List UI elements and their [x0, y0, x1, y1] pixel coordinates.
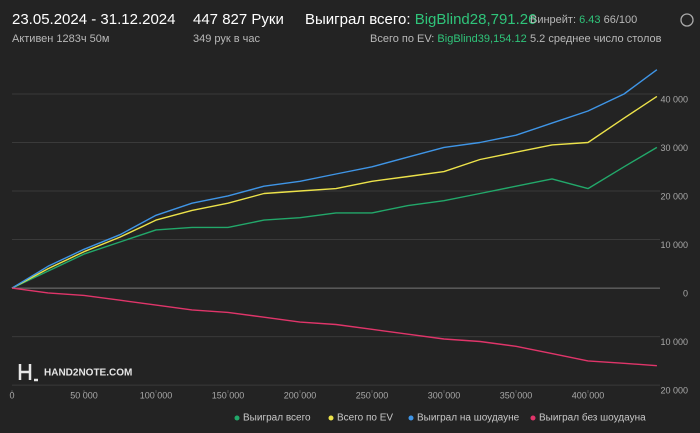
series-line	[11, 95, 658, 289]
hands: 447 827 Руки	[193, 11, 284, 28]
logo-text: HAND2NOTE.COM	[44, 368, 132, 379]
hands-per-hour: 349 рук в час	[193, 33, 261, 45]
legend-label: Выиграл без шоудауна	[539, 412, 646, 424]
series-line	[11, 287, 657, 367]
x-tick-label: 150 000	[212, 390, 245, 400]
winrate: Винрейт: 6.43 66/100	[530, 14, 637, 26]
x-tick-label: 300 000	[428, 390, 461, 400]
ev-value: BigBlind39,154.12	[437, 33, 526, 45]
y-tick-label: 10 000	[660, 337, 688, 347]
y-tick-label: 20 000	[660, 191, 688, 201]
x-tick-label: 200 000	[284, 390, 317, 400]
legend-dot	[234, 415, 240, 421]
y-tick-label: 0	[683, 288, 688, 298]
x-tick-label: 100 000	[140, 390, 173, 400]
x-tick-label: 0	[9, 390, 14, 400]
logo: HAND2NOTE.COM	[18, 364, 132, 382]
ev-label: Всего по EV:	[370, 33, 434, 45]
x-tick-label: 350 000	[500, 390, 533, 400]
tables: 5.2 среднее число столов	[530, 33, 662, 45]
y-tick-label: 10 000	[660, 240, 688, 250]
legend-label: Выиграл на шоудауне	[417, 413, 520, 424]
series-line	[11, 69, 658, 289]
winrate-label: Винрейт:	[530, 14, 576, 26]
series-line	[11, 146, 658, 289]
legend-dot	[328, 415, 334, 421]
won-total: Выиграл всего: BigBlind28,791.26	[305, 11, 536, 28]
legend-label: Всего по EV	[337, 413, 393, 424]
y-tick-label: 20 000	[660, 386, 688, 396]
legend-dot	[408, 415, 414, 421]
logo-icon	[18, 364, 38, 382]
x-tick-label: 250 000	[356, 390, 389, 400]
won-label: Выиграл всего:	[305, 11, 411, 28]
legend-item: Всего по EV	[328, 413, 393, 424]
legend-label: Выиграл всего	[243, 413, 311, 424]
period: 23.05.2024 - 31.12.2024	[12, 11, 175, 28]
legend-dot	[530, 415, 536, 421]
winrate-value: 6.43	[579, 14, 600, 26]
legend-item: Выиграл без шоудауна	[530, 412, 646, 424]
legend-item: Выиграл всего	[234, 413, 311, 424]
winrate-unit: 66/100	[604, 14, 638, 26]
x-tick-label: 400 000	[572, 390, 605, 400]
ev-total: Всего по EV: BigBlind39,154.12	[370, 33, 527, 45]
active-time: Активен 1283ч 50м	[12, 33, 109, 45]
legend-item: Выиграл на шоудауне	[408, 413, 520, 424]
x-tick-label: 50 000	[70, 390, 98, 400]
info-icon[interactable]	[680, 13, 694, 27]
y-tick-label: 30 000	[660, 143, 688, 153]
won-value: BigBlind28,791.26	[415, 11, 537, 28]
y-tick-label: 40 000	[660, 94, 688, 104]
